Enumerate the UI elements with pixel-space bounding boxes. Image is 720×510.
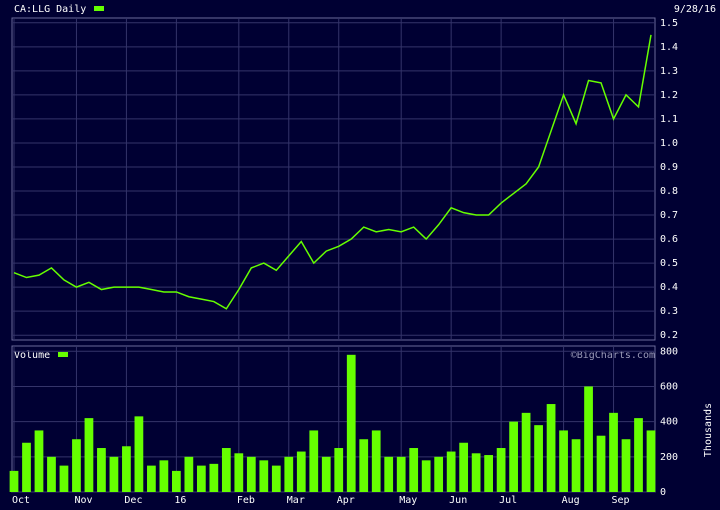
y-tick-label: 0.5 (660, 258, 678, 269)
y-tick-label: 0.3 (660, 306, 678, 317)
volume-bar (97, 448, 106, 492)
volume-bar (346, 354, 356, 492)
volume-bar (596, 435, 606, 492)
volume-bar (546, 404, 556, 492)
volume-bar (396, 456, 406, 492)
volume-bar (109, 456, 119, 492)
y-tick-label: 0 (660, 487, 666, 498)
x-tick-label: Feb (237, 495, 255, 506)
volume-bar (534, 425, 543, 492)
volume-bar (521, 412, 531, 492)
volume-bar (246, 456, 256, 492)
y-tick-label: 0.4 (660, 282, 678, 293)
y-tick-label: 1.0 (660, 138, 678, 149)
volume-bar (309, 430, 319, 492)
volume-bar (134, 416, 144, 492)
y-tick-label: 800 (660, 346, 678, 357)
volume-bar (221, 448, 231, 492)
y-tick-label: 400 (660, 417, 678, 428)
volume-bar (234, 453, 244, 492)
volume-bar (9, 470, 19, 492)
volume-bar (147, 465, 156, 492)
y-tick-label: 1.1 (660, 114, 678, 125)
y-tick-label: 1.2 (660, 90, 678, 101)
x-tick-label: Jul (499, 495, 517, 506)
y-tick-label: 1.3 (660, 66, 678, 77)
volume-bar (471, 453, 481, 492)
volume-bar (321, 456, 331, 492)
volume-bar (184, 456, 194, 492)
legend-swatch (58, 352, 68, 357)
y-tick-label: 600 (660, 381, 678, 392)
volume-bar (159, 460, 169, 492)
volume-bar (47, 456, 56, 492)
x-tick-label: Jun (449, 495, 467, 506)
x-tick-label: May (399, 495, 417, 506)
volume-bar (609, 412, 618, 492)
volume-bar (459, 442, 469, 492)
y-tick-label: 0.9 (660, 162, 678, 173)
price-line (13, 34, 652, 310)
x-tick-label: Sep (612, 495, 630, 506)
volume-bar (559, 430, 568, 492)
y-axis-label: Thousands (703, 403, 714, 457)
x-tick-label: Apr (337, 495, 355, 506)
volume-bar (72, 439, 81, 492)
x-tick-label: Mar (287, 495, 305, 506)
volume-bar (421, 460, 431, 492)
volume-bar (434, 456, 444, 492)
date-label: 9/28/16 (674, 4, 716, 15)
x-tick-label: 16 (174, 495, 186, 506)
y-tick-label: 0.8 (660, 186, 678, 197)
x-tick-label: Dec (124, 495, 142, 506)
y-tick-label: 0.2 (660, 330, 678, 341)
volume-bar (409, 448, 419, 492)
legend-swatch (94, 6, 104, 11)
volume-bar (571, 439, 581, 492)
volume-bar (172, 470, 181, 492)
y-tick-label: 0.6 (660, 234, 678, 245)
volume-bar (271, 465, 281, 492)
y-tick-label: 1.5 (660, 18, 678, 29)
volume-bar (621, 439, 631, 492)
x-tick-label: Nov (74, 495, 92, 506)
x-tick-label: Oct (12, 495, 30, 506)
volume-bar (22, 442, 31, 492)
volume-bar (259, 460, 269, 492)
y-tick-label: 200 (660, 452, 678, 463)
volume-bar (646, 430, 656, 492)
price-panel (11, 17, 656, 341)
volume-bar (34, 430, 44, 492)
volume-title: Volume (14, 350, 50, 361)
volume-bar (359, 439, 369, 492)
volume-bar (84, 418, 94, 492)
volume-bar (196, 465, 206, 492)
volume-bar (371, 430, 381, 492)
x-tick-label: Aug (562, 495, 580, 506)
volume-bar (509, 421, 518, 492)
chart-title: CA:LLG Daily (14, 4, 86, 15)
volume-bar (296, 451, 306, 492)
volume-bar (634, 418, 643, 492)
volume-panel (11, 345, 656, 493)
volume-bar (496, 448, 506, 492)
volume-bar (384, 456, 394, 492)
volume-bar (284, 456, 294, 492)
y-tick-label: 1.4 (660, 42, 678, 53)
watermark: ©BigCharts.com (571, 350, 655, 361)
volume-bar (584, 386, 593, 492)
volume-bar (59, 465, 69, 492)
volume-bar (334, 448, 344, 492)
volume-bar (446, 451, 456, 492)
volume-bar (484, 455, 493, 492)
volume-bar (209, 463, 219, 492)
y-tick-label: 0.7 (660, 210, 678, 221)
volume-bar (122, 446, 131, 492)
